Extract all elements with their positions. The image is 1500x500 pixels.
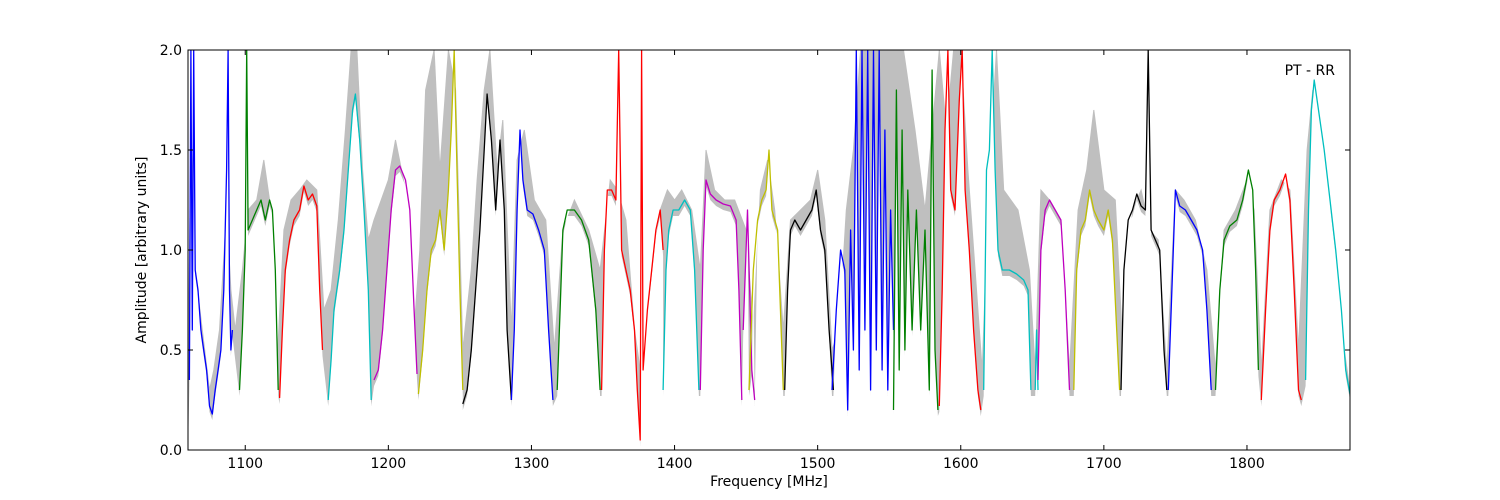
series-line-2: [238, 50, 279, 391]
series-line-6: [417, 50, 464, 395]
axes-frame: [187, 49, 1351, 451]
series-line-8: [510, 129, 554, 401]
envelope-mask: [188, 56, 1350, 450]
series-line-21: [1037, 199, 1071, 391]
x-tick-label: 1200: [371, 456, 407, 472]
series-line-11: [662, 199, 700, 391]
series-line-13: [742, 209, 756, 401]
series-line-19: [983, 50, 1032, 391]
series-line-1: [188, 50, 234, 415]
series-line-16: [831, 50, 895, 411]
series-line-25: [1214, 169, 1260, 391]
series-line-23: [1120, 50, 1168, 391]
series-line-14: [748, 149, 784, 391]
series-line-5: [373, 165, 418, 381]
y-tick-label: 1.5: [160, 143, 182, 159]
y-tick-label: 1.0: [160, 243, 182, 259]
y-tick-label: 2.0: [160, 43, 182, 59]
x-tick-label: 1100: [227, 456, 263, 472]
x-axis-label: Frequency [MHz]: [710, 474, 828, 490]
series-line-15: [784, 189, 835, 391]
series-line-24: [1167, 189, 1212, 391]
x-tick-label: 1700: [1086, 456, 1122, 472]
series-line-17: [892, 69, 939, 411]
x-tick-label: 1800: [1229, 456, 1265, 472]
x-tick-label: 1400: [657, 456, 693, 472]
series-line-27: [1304, 79, 1350, 395]
y-tick-label: 0.0: [160, 443, 182, 459]
series-line-3: [278, 185, 324, 399]
plot-area: [188, 50, 1350, 450]
y-axis-label: Amplitude [arbitrary units]: [134, 157, 150, 344]
x-tick-label: 1600: [943, 456, 979, 472]
axis-ticks: 1100 1200 1300 1400 1500 1600 1700 1800 0.0 0.5 1.…: [160, 43, 1350, 472]
series-line-22: [1073, 189, 1121, 391]
series-line-12: [699, 179, 743, 401]
series-line-7: [462, 93, 513, 405]
x-tick-label: 1500: [800, 456, 836, 472]
series-line-20: [1034, 329, 1039, 391]
series-line-4: [327, 93, 372, 401]
series-line-18: [938, 50, 982, 411]
series-line-10: [600, 50, 664, 441]
y-tick-label: 0.5: [160, 343, 182, 359]
series-line-9: [556, 209, 601, 391]
series-line-26: [1260, 173, 1302, 401]
plot-annotation: PT - RR: [1285, 63, 1336, 79]
x-tick-label: 1300: [514, 456, 550, 472]
